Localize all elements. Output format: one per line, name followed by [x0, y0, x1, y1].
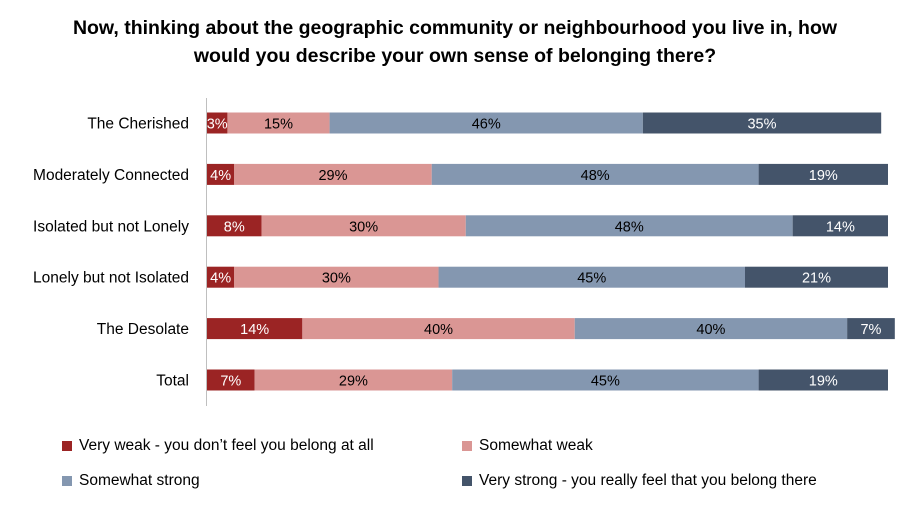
- data-label-the-cherished-somewhat-weak: 15%: [264, 117, 293, 133]
- data-label-total-somewhat-weak: 29%: [339, 374, 368, 390]
- data-label-lonely-but-not-isolated-very-weak: 4%: [210, 271, 231, 287]
- bars-layer: 3% 15% 46% 35% 4% 29% 48% 19% 8% 30% 48% 14% 4% 30% 45…: [207, 112, 895, 391]
- bar-total-somewhat-strong: [452, 369, 759, 391]
- data-label-isolated-but-not-lonely-very-weak: 8%: [224, 219, 245, 235]
- bar-the-desolate-very-strong: [847, 318, 895, 340]
- data-label-lonely-but-not-isolated-very-strong: 21%: [802, 271, 831, 287]
- data-label-the-desolate-very-weak: 14%: [240, 322, 269, 338]
- data-label-moderately-connected-somewhat-strong: 48%: [581, 168, 610, 184]
- bar-isolated-but-not-lonely-very-weak: [207, 215, 262, 237]
- bar-the-desolate-somewhat-weak: [302, 318, 575, 340]
- category-label-the-cherished: The Cherished: [87, 116, 189, 133]
- category-label-moderately-connected: Moderately Connected: [33, 167, 189, 184]
- bar-the-desolate-very-weak: [207, 318, 303, 340]
- bar-total-somewhat-weak: [254, 369, 453, 391]
- bar-total-very-strong: [758, 369, 888, 391]
- data-label-lonely-but-not-isolated-somewhat-strong: 45%: [577, 271, 606, 287]
- bar-lonely-but-not-isolated-somewhat-strong: [438, 266, 745, 288]
- data-label-the-cherished-somewhat-strong: 46%: [472, 117, 501, 133]
- bar-moderately-connected-very-weak: [207, 163, 235, 185]
- data-label-isolated-but-not-lonely-somewhat-strong: 48%: [615, 219, 644, 235]
- bar-lonely-but-not-isolated-very-weak: [207, 266, 235, 288]
- data-label-isolated-but-not-lonely-somewhat-weak: 30%: [349, 219, 378, 235]
- bar-the-cherished-very-strong: [642, 112, 882, 134]
- data-label-total-somewhat-strong: 45%: [591, 374, 620, 390]
- category-label-isolated-but-not-lonely: Isolated but not Lonely: [33, 218, 189, 235]
- data-label-the-desolate-somewhat-strong: 40%: [696, 322, 725, 338]
- data-label-the-cherished-very-weak: 3%: [207, 117, 228, 133]
- bar-the-cherished-very-weak: [207, 112, 228, 134]
- data-label-the-desolate-somewhat-weak: 40%: [424, 322, 453, 338]
- data-label-total-very-weak: 7%: [220, 374, 241, 390]
- data-label-moderately-connected-very-strong: 19%: [809, 168, 838, 184]
- data-label-the-cherished-very-strong: 35%: [747, 117, 776, 133]
- bar-lonely-but-not-isolated-somewhat-weak: [234, 266, 439, 288]
- chart-title: Now, thinking about the geographic commu…: [72, 17, 838, 67]
- bar-total-very-weak: [207, 369, 255, 391]
- bar-the-cherished-somewhat-weak: [227, 112, 330, 134]
- data-label-lonely-but-not-isolated-somewhat-weak: 30%: [322, 271, 351, 287]
- bar-isolated-but-not-lonely-somewhat-weak: [261, 215, 466, 237]
- bar-the-cherished-somewhat-strong: [329, 112, 643, 134]
- bar-isolated-but-not-lonely-somewhat-strong: [465, 215, 793, 237]
- data-label-total-very-strong: 19%: [809, 374, 838, 390]
- data-label-moderately-connected-somewhat-weak: 29%: [318, 168, 347, 184]
- category-label-the-desolate: The Desolate: [97, 321, 189, 338]
- bar-isolated-but-not-lonely-very-strong: [792, 215, 888, 237]
- bar-the-desolate-somewhat-strong: [574, 318, 848, 340]
- data-label-moderately-connected-very-weak: 4%: [210, 168, 231, 184]
- data-label-isolated-but-not-lonely-very-strong: 14%: [826, 219, 855, 235]
- data-label-the-desolate-very-strong: 7%: [860, 322, 881, 338]
- category-label-lonely-but-not-isolated: Lonely but not Isolated: [33, 270, 189, 287]
- bar-moderately-connected-somewhat-strong: [431, 163, 759, 185]
- bar-lonely-but-not-isolated-very-strong: [744, 266, 888, 288]
- bar-moderately-connected-very-strong: [758, 163, 888, 185]
- bar-moderately-connected-somewhat-weak: [234, 163, 432, 185]
- category-label-total: Total: [156, 373, 189, 390]
